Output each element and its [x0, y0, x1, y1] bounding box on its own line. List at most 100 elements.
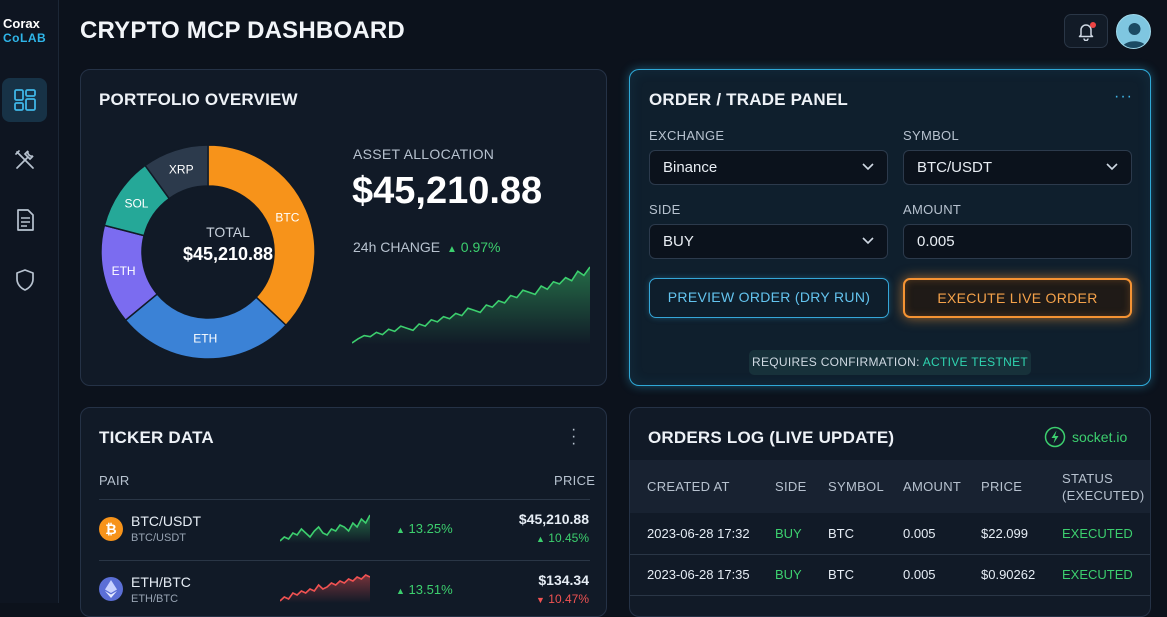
change-24h-value: ▲ 0.97% [447, 239, 501, 255]
col-created-at: CREATED AT [647, 479, 730, 494]
order-symbol: BTC [828, 526, 854, 541]
order-price: $22.099 [981, 526, 1028, 541]
user-avatar[interactable] [1116, 14, 1151, 49]
divider [99, 499, 590, 500]
confirmation-status: ACTIVE TESTNET [922, 355, 1029, 369]
ethereum-icon [99, 577, 123, 601]
order-amount: 0.005 [903, 526, 936, 541]
ticker-price-change-value: 10.45% [548, 531, 589, 545]
ticker-price-change: ▲ 10.45% [460, 531, 589, 545]
notifications-button[interactable] [1064, 14, 1108, 48]
amount-input[interactable]: 0.005 [903, 224, 1132, 259]
ticker-change-value: 13.25% [408, 521, 453, 536]
exchange-value: Binance [663, 159, 718, 176]
ticker-sparkline-down [280, 574, 370, 603]
sparkline-line [280, 514, 370, 542]
change-24h-label: 24h CHANGE [353, 239, 441, 255]
ticker-pair: BTC/USDT [131, 513, 201, 529]
svg-text:₿: ₿ [105, 522, 116, 538]
portfolio-total-value: $45,210.88 [352, 170, 543, 212]
donut-segment-xrp [144, 144, 209, 200]
ticker-change-value: 13.51% [408, 582, 453, 597]
more-horizontal-icon[interactable]: ··· [1114, 88, 1133, 105]
socket-status: socket.io [1044, 426, 1127, 448]
change-24h-percent: 0.97% [460, 239, 501, 255]
donut-segment-eth [124, 293, 288, 360]
divider [630, 595, 1150, 596]
sparkline-line [280, 574, 370, 602]
brand-line-1: Corax [3, 16, 40, 31]
ticker-pair-sub: ETH/BTC [131, 593, 179, 605]
confirmation-prefix: REQUIRES CONFIRMATION: [751, 355, 920, 369]
preview-order-button[interactable]: PREVIEW ORDER (DRY RUN) [649, 278, 889, 318]
symbol-label: SYMBOL [903, 128, 959, 143]
sparkline-area [280, 575, 370, 603]
pair-column-header: PAIR [99, 473, 130, 488]
ticker-pair: ETH/BTC [131, 574, 191, 590]
donut-segment-btc [207, 144, 316, 327]
col-price: PRICE [981, 479, 1023, 494]
divider [99, 560, 590, 561]
sparkline-line [352, 266, 590, 344]
up-arrow-icon: ▲ [447, 244, 457, 255]
sparkline-area [352, 267, 590, 345]
document-icon [16, 209, 34, 231]
side-select[interactable]: BUY [649, 224, 888, 259]
price-column-header: PRICE [554, 473, 596, 488]
portfolio-sparkline [352, 266, 590, 345]
order-amount: 0.005 [903, 567, 936, 582]
symbol-value: BTC/USDT [917, 159, 992, 176]
ticker-change: ▲ 13.25% [396, 521, 453, 536]
more-vertical-icon[interactable]: · · · [571, 421, 577, 452]
brand-logo: Corax CoLAB [3, 16, 46, 46]
orders-log-panel: ORDERS LOG (LIVE UPDATE) socket.io [629, 407, 1151, 617]
confirmation-badge: REQUIRES CONFIRMATION: ACTIVE TESTNET [749, 350, 1031, 375]
socket-label: socket.io [1072, 429, 1128, 445]
brand-line-2: CoLAB [3, 31, 47, 45]
chevron-down-icon [862, 237, 874, 245]
page-title: CRYPTO MCP DASHBOARD [80, 17, 405, 44]
symbol-select[interactable]: BTC/USDT [903, 150, 1132, 185]
dashboard-icon [13, 89, 36, 111]
ticker-sparkline-up [280, 514, 370, 543]
socket-io-icon [1044, 426, 1066, 448]
execute-live-order-button[interactable]: EXECUTE LIVE ORDER [903, 278, 1132, 318]
up-arrow-icon: ▲ [396, 586, 405, 596]
donut-label-eth: ETH [193, 331, 217, 345]
sidebar-item-dashboard[interactable] [2, 78, 47, 122]
sidebar-item-security[interactable] [2, 258, 47, 302]
ticker-change: ▲ 13.51% [396, 582, 453, 597]
ticker-pair-sub: BTC/USDT [131, 532, 186, 544]
order-created-at: 2023-06-28 17:35 [647, 567, 750, 582]
amount-label: AMOUNT [903, 202, 962, 217]
ticker-price-change-value: 10.47% [548, 592, 589, 606]
divider [630, 554, 1150, 555]
order-symbol: BTC [828, 567, 854, 582]
ticker-title: TICKER DATA [99, 428, 214, 447]
order-panel-title: ORDER / TRADE PANEL [649, 90, 848, 109]
donut-total-value: $45,210.88 [182, 244, 274, 264]
shield-icon [15, 269, 34, 291]
donut-label-btc: BTC [275, 211, 299, 225]
col-status-sub: (EXECUTED) [1062, 488, 1145, 503]
side-value: BUY [663, 233, 694, 250]
orders-log-title: ORDERS LOG (LIVE UPDATE) [648, 428, 895, 447]
sidebar: Corax CoLAB [0, 0, 59, 603]
sidebar-item-tools[interactable] [2, 138, 47, 182]
exchange-select[interactable]: Binance [649, 150, 888, 185]
order-created-at: 2023-06-28 17:32 [647, 526, 750, 541]
portfolio-title: PORTFOLIO OVERVIEW [99, 90, 298, 109]
chevron-down-icon [862, 163, 874, 171]
donut-total-label: TOTAL [206, 224, 250, 240]
avatar-icon [1122, 23, 1147, 48]
up-arrow-icon: ▲ [536, 534, 545, 544]
sidebar-item-documents[interactable] [2, 198, 47, 242]
chevron-down-icon [1106, 163, 1118, 171]
up-arrow-icon: ▲ [396, 525, 405, 535]
order-price: $0.90262 [981, 567, 1036, 582]
asset-allocation-label: ASSET ALLOCATION [353, 146, 495, 162]
donut-label-xrp: XRP [169, 163, 194, 177]
order-side: BUY [775, 567, 802, 582]
donut-label-sol: SOL [124, 196, 148, 210]
col-symbol: SYMBOL [828, 479, 884, 494]
